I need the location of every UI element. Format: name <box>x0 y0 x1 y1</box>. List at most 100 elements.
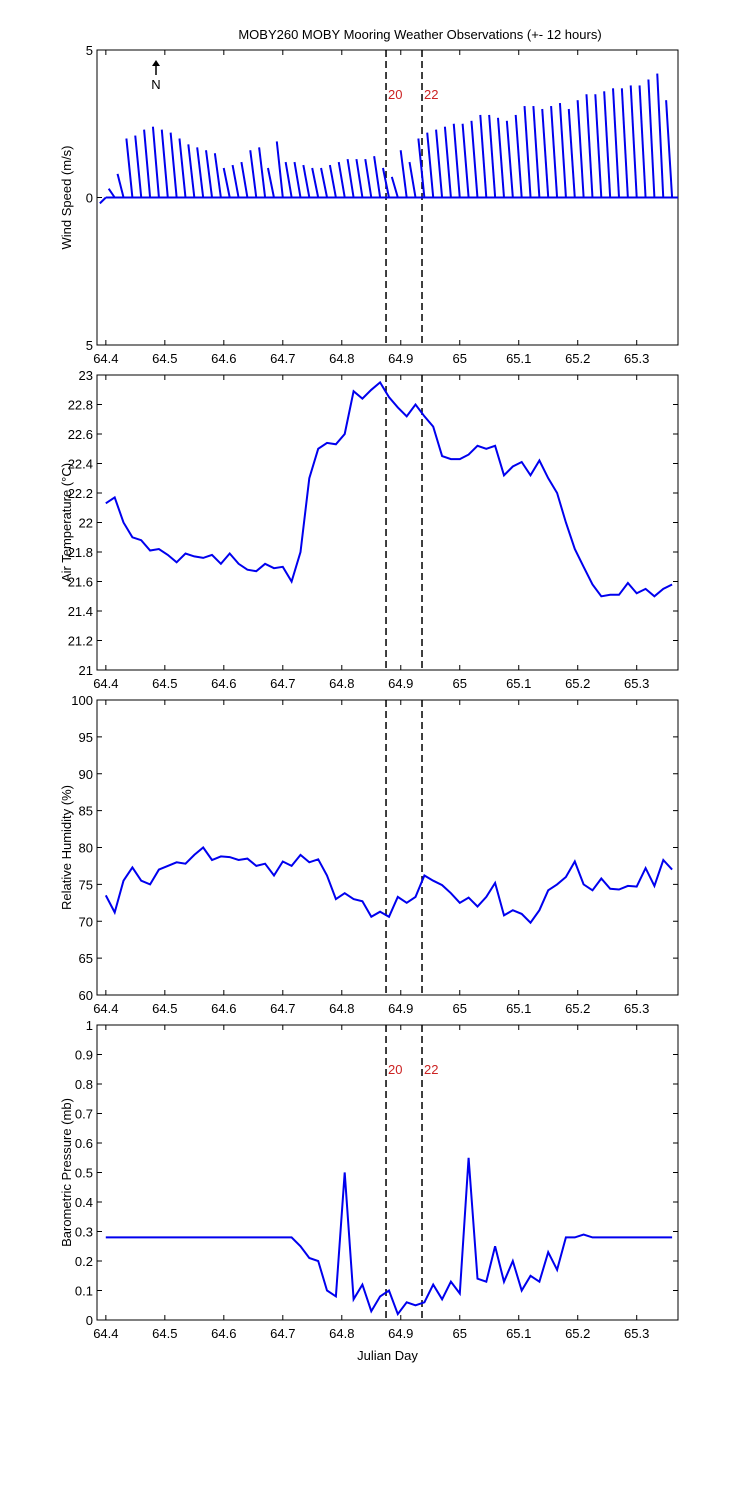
y-axis-label: Air Temperature (°C) <box>59 463 74 582</box>
x-tick-label: 65.3 <box>624 1326 649 1341</box>
wind-stick <box>558 103 567 198</box>
x-tick-label: 65.1 <box>506 1326 531 1341</box>
wind-stick <box>452 123 461 198</box>
wind-stick <box>284 161 293 198</box>
chart-title: MOBY260 MOBY Mooring Weather Observation… <box>238 27 601 42</box>
x-tick-label: 65.2 <box>565 676 590 691</box>
x-tick-label: 64.7 <box>270 1326 295 1341</box>
x-tick-label: 64.4 <box>93 1326 118 1341</box>
x-tick-label: 64.6 <box>211 676 236 691</box>
x-tick-label: 64.4 <box>93 1001 118 1016</box>
y-tick-label: 21.8 <box>68 545 93 560</box>
x-tick-label: 64.6 <box>211 1001 236 1016</box>
wind-stick <box>647 79 656 198</box>
wind-stick <box>567 108 576 198</box>
y-tick-label: 22.6 <box>68 427 93 442</box>
wind-stick <box>435 129 444 198</box>
x-tick-label: 65.1 <box>506 1001 531 1016</box>
y-tick-label: 0.2 <box>75 1254 93 1269</box>
wind-stick <box>302 164 311 198</box>
wind-stick <box>541 108 550 198</box>
wind-stick <box>488 114 497 198</box>
y-tick-label: 22 <box>79 516 93 531</box>
y-tick-label: 65 <box>79 951 93 966</box>
wind-stick <box>665 100 674 198</box>
y-tick-label: 70 <box>79 914 93 929</box>
x-axis-label: Julian Day <box>357 1348 418 1363</box>
wind-stick <box>178 138 187 198</box>
y-tick-label: 0.5 <box>75 1166 93 1181</box>
y-tick-label: 21.4 <box>68 604 93 619</box>
wind-stick <box>134 135 143 198</box>
wind-stick <box>143 129 152 198</box>
wind-stick <box>461 123 470 198</box>
x-tick-label: 64.7 <box>270 676 295 691</box>
north-arrow-head <box>152 60 160 66</box>
y-tick-label: 0.9 <box>75 1048 93 1063</box>
x-tick-label: 64.5 <box>152 676 177 691</box>
wind-stick <box>514 114 523 198</box>
x-tick-label: 65 <box>453 351 467 366</box>
x-tick-label: 64.4 <box>93 351 118 366</box>
y-tick-label: 21 <box>79 663 93 678</box>
y-tick-label: 100 <box>71 693 93 708</box>
y-tick-label: 23 <box>79 368 93 383</box>
wind-stick <box>373 156 382 198</box>
x-tick-label: 65.3 <box>624 351 649 366</box>
x-tick-label: 65.3 <box>624 1001 649 1016</box>
wind-stick <box>125 138 134 198</box>
wind-stick <box>550 105 559 198</box>
y-axis-label: Wind Speed (m/s) <box>59 145 74 249</box>
y-tick-label: 5 <box>86 338 93 353</box>
y-tick-label: 21.6 <box>68 575 93 590</box>
wind-stick <box>240 161 249 198</box>
x-tick-label: 64.9 <box>388 1001 413 1016</box>
y-tick-label: 0.6 <box>75 1136 93 1151</box>
wind-stick <box>585 94 594 198</box>
wind-stick <box>638 85 647 198</box>
wind-stick <box>479 114 488 198</box>
x-tick-label: 64.7 <box>270 1001 295 1016</box>
y-tick-label: 85 <box>79 804 93 819</box>
y-tick-label: 21.2 <box>68 634 93 649</box>
wind-stick <box>656 73 665 198</box>
x-tick-label: 64.4 <box>93 676 118 691</box>
reference-label: 20 <box>388 1062 402 1077</box>
y-tick-label: 0.8 <box>75 1077 93 1092</box>
wind-stick <box>620 88 629 198</box>
x-tick-label: 64.8 <box>329 1001 354 1016</box>
y-tick-label: 0 <box>86 1313 93 1328</box>
wind-stick <box>408 161 417 198</box>
wind-stick <box>99 196 107 205</box>
x-tick-label: 64.6 <box>211 1326 236 1341</box>
north-label: N <box>151 77 160 92</box>
y-tick-label: 0.1 <box>75 1284 93 1299</box>
y-tick-label: 90 <box>79 767 93 782</box>
wind-stick <box>187 144 196 198</box>
wind-stick <box>337 161 346 198</box>
wind-stick <box>443 126 452 198</box>
y-tick-label: 22.4 <box>68 457 93 472</box>
wind-stick <box>346 158 355 198</box>
x-tick-label: 65 <box>453 1326 467 1341</box>
x-tick-label: 64.8 <box>329 351 354 366</box>
y-tick-label: 1 <box>86 1018 93 1033</box>
data-line <box>105 1157 673 1317</box>
x-tick-label: 64.9 <box>388 351 413 366</box>
reference-label: 22 <box>424 1062 438 1077</box>
x-tick-label: 65 <box>453 676 467 691</box>
wind-stick <box>116 173 125 198</box>
wind-stick <box>231 164 240 198</box>
x-tick-label: 64.8 <box>329 676 354 691</box>
wind-stick <box>364 158 373 198</box>
y-tick-label: 60 <box>79 988 93 1003</box>
wind-stick <box>612 88 621 198</box>
y-tick-label: 75 <box>79 877 93 892</box>
y-tick-label: 5 <box>86 43 93 58</box>
plot-frame <box>96 699 679 996</box>
wind-stick <box>603 91 612 198</box>
wind-stick <box>266 167 275 198</box>
reference-label: 22 <box>424 87 438 102</box>
wind-stick <box>328 164 337 198</box>
